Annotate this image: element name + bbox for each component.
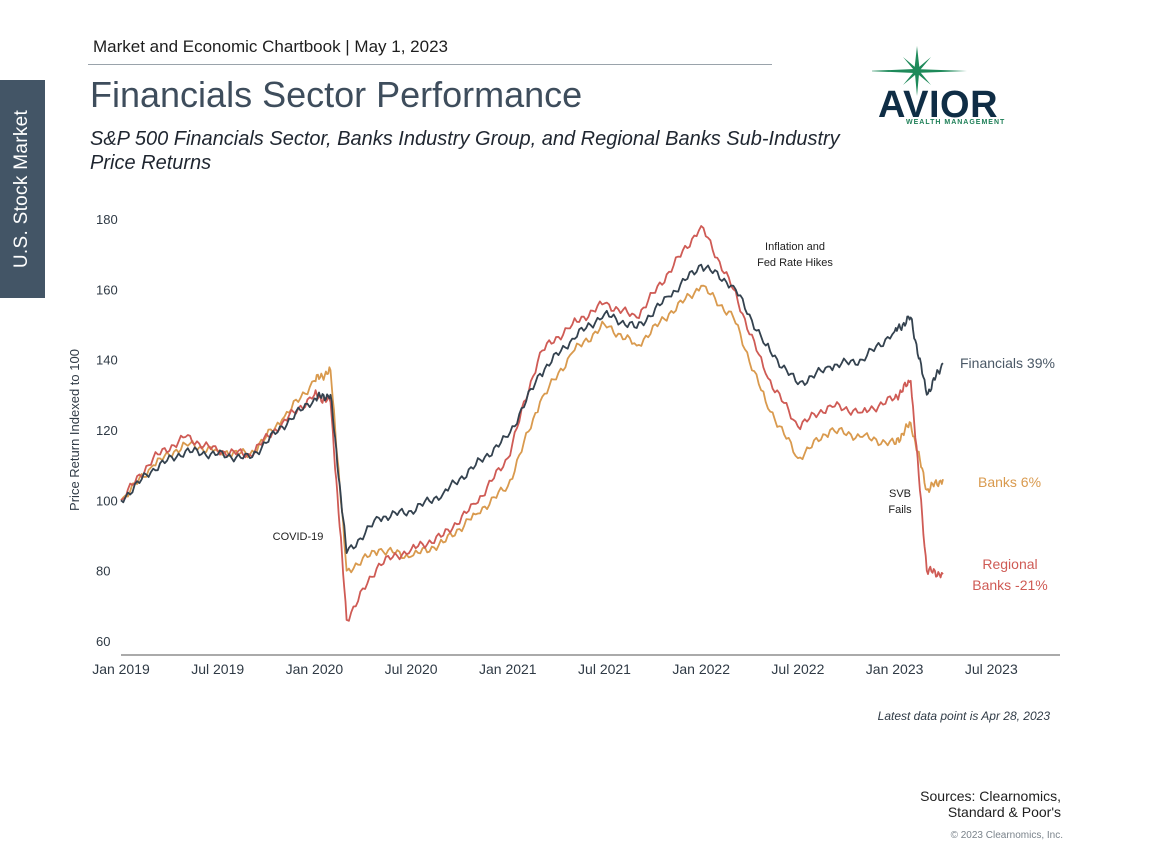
- y-tick-label: 140: [96, 353, 118, 368]
- annotation-inflation-line2: Fed Rate Hikes: [757, 257, 833, 269]
- series-label-banks: Banks 6%: [978, 474, 1041, 490]
- copyright: © 2023 Clearnomics, Inc.: [950, 830, 1063, 841]
- x-tick-label: Jul 2023: [965, 661, 1018, 677]
- sources: Sources: Clearnomics, Standard & Poor's: [920, 788, 1061, 820]
- series-label-regional-line2: Banks -21%: [972, 577, 1047, 593]
- side-tab: U.S. Stock Market: [0, 80, 45, 298]
- y-tick-label: 160: [96, 282, 118, 297]
- y-tick-label: 100: [96, 493, 118, 508]
- annotation-svb-line1: SVB: [889, 488, 911, 500]
- y-tick-label: 80: [96, 564, 110, 579]
- annotation-inflation-line1: Inflation and: [765, 241, 825, 253]
- y-tick-label: 180: [96, 212, 118, 227]
- x-tick-label: Jan 2021: [479, 661, 537, 677]
- y-tick-label: 60: [96, 634, 110, 649]
- series-line-regional-banks: [120, 225, 944, 622]
- line-chart: 60 80 100 120 140 160 180 Jan 2019 Jul 2019 Jan …: [67, 212, 1060, 677]
- logo-tagline: WEALTH MANAGEMENT: [906, 119, 1006, 126]
- sources-line-1: Sources: Clearnomics,: [920, 788, 1061, 804]
- annotation-svb-line2: Fails: [888, 504, 912, 516]
- x-tick-label: Jul 2021: [578, 661, 631, 677]
- chart-title: Financials Sector Performance: [90, 74, 583, 115]
- avior-logo-star-icon: [872, 46, 967, 96]
- x-tick-label: Jan 2022: [672, 661, 730, 677]
- logo-wordmark: AVIOR: [878, 84, 999, 126]
- series-line-financials: [120, 263, 944, 554]
- x-tick-label: Jan 2019: [92, 661, 150, 677]
- x-tick-label: Jul 2022: [771, 661, 824, 677]
- x-tick-label: Jul 2020: [385, 661, 438, 677]
- annotation-covid: COVID-19: [273, 531, 324, 543]
- y-axis-label: Price Return Indexed to 100: [67, 349, 82, 511]
- sources-line-2: Standard & Poor's: [947, 804, 1061, 820]
- chart-subtitle: S&P 500 Financials Sector, Banks Industr…: [90, 128, 840, 174]
- x-tick-label: Jan 2020: [286, 661, 344, 677]
- x-tick-label: Jan 2023: [866, 661, 924, 677]
- series-line-banks: [120, 284, 944, 574]
- latest-data-note: Latest data point is Apr 28, 2023: [877, 709, 1050, 723]
- chartbook-header: Market and Economic Chartbook | May 1, 2…: [93, 37, 448, 56]
- x-tick-label: Jul 2019: [191, 661, 244, 677]
- series-label-financials: Financials 39%: [960, 355, 1055, 371]
- series-label-regional-line1: Regional: [982, 556, 1037, 572]
- header-divider: [88, 64, 772, 65]
- y-tick-label: 120: [96, 423, 118, 438]
